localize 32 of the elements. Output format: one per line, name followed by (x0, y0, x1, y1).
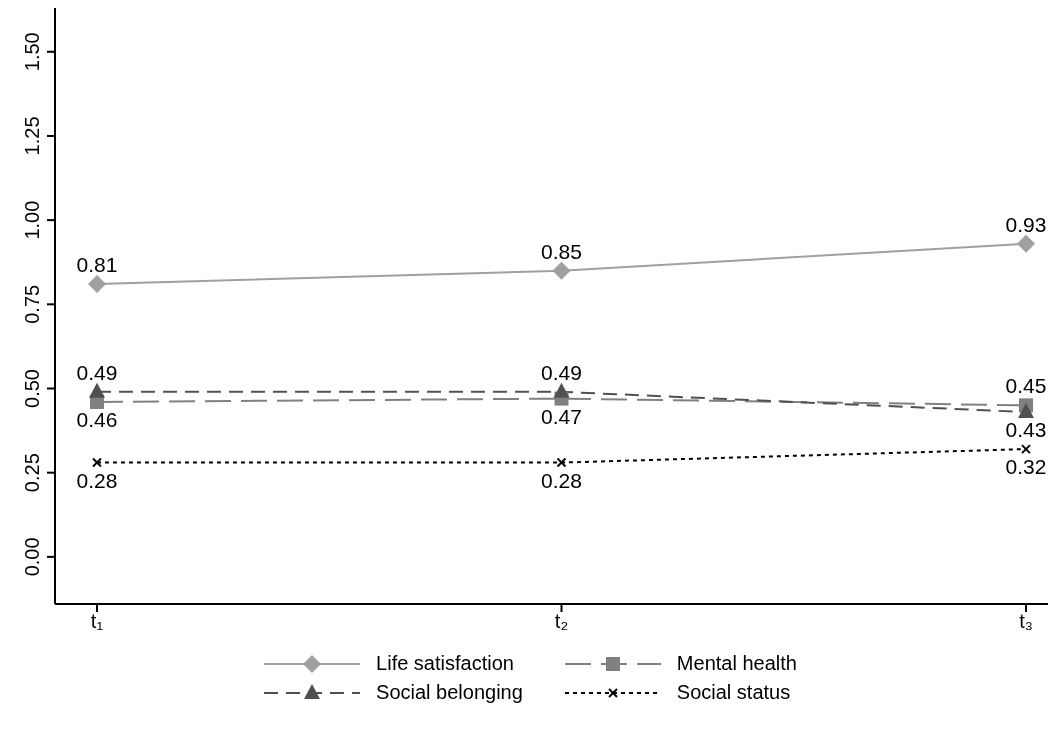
data-label: 0.28 (541, 468, 582, 492)
x-tick-label: t₂ (554, 610, 569, 633)
text: 0.75 (21, 284, 43, 324)
data-label: 0.81 (76, 253, 118, 277)
data-label: 0.93 (1005, 212, 1047, 236)
legend-label: Mental health (676, 652, 797, 675)
point (1017, 234, 1035, 253)
text: 0.00 (21, 537, 43, 577)
text: 0.25 (21, 453, 43, 493)
data-label: 0.45 (1005, 374, 1047, 398)
point (88, 275, 106, 294)
data-label: 0.46 (76, 407, 118, 431)
x-tick-label: t₁ (90, 610, 104, 633)
point (89, 382, 105, 398)
text: 1.00 (21, 200, 43, 240)
point (552, 261, 571, 280)
point (1018, 403, 1034, 419)
x-tick-label: t₃ (1019, 610, 1033, 633)
data-label: 0.49 (76, 360, 118, 384)
data-label: 0.85 (541, 239, 582, 263)
data-label: 0.49 (541, 360, 582, 384)
data-label: 0.43 (1005, 418, 1047, 442)
data-label: 0.28 (76, 468, 118, 492)
text: 1.50 (21, 32, 43, 72)
point (553, 382, 570, 398)
text: 0.50 (21, 369, 43, 408)
text: 1.25 (21, 116, 43, 156)
data-label: 0.47 (541, 404, 582, 428)
legend-label: Social status (676, 681, 791, 704)
legend-label: Life satisfaction (376, 652, 514, 675)
data-label: 0.32 (1005, 455, 1047, 479)
legend-label: Social belonging (376, 681, 523, 704)
